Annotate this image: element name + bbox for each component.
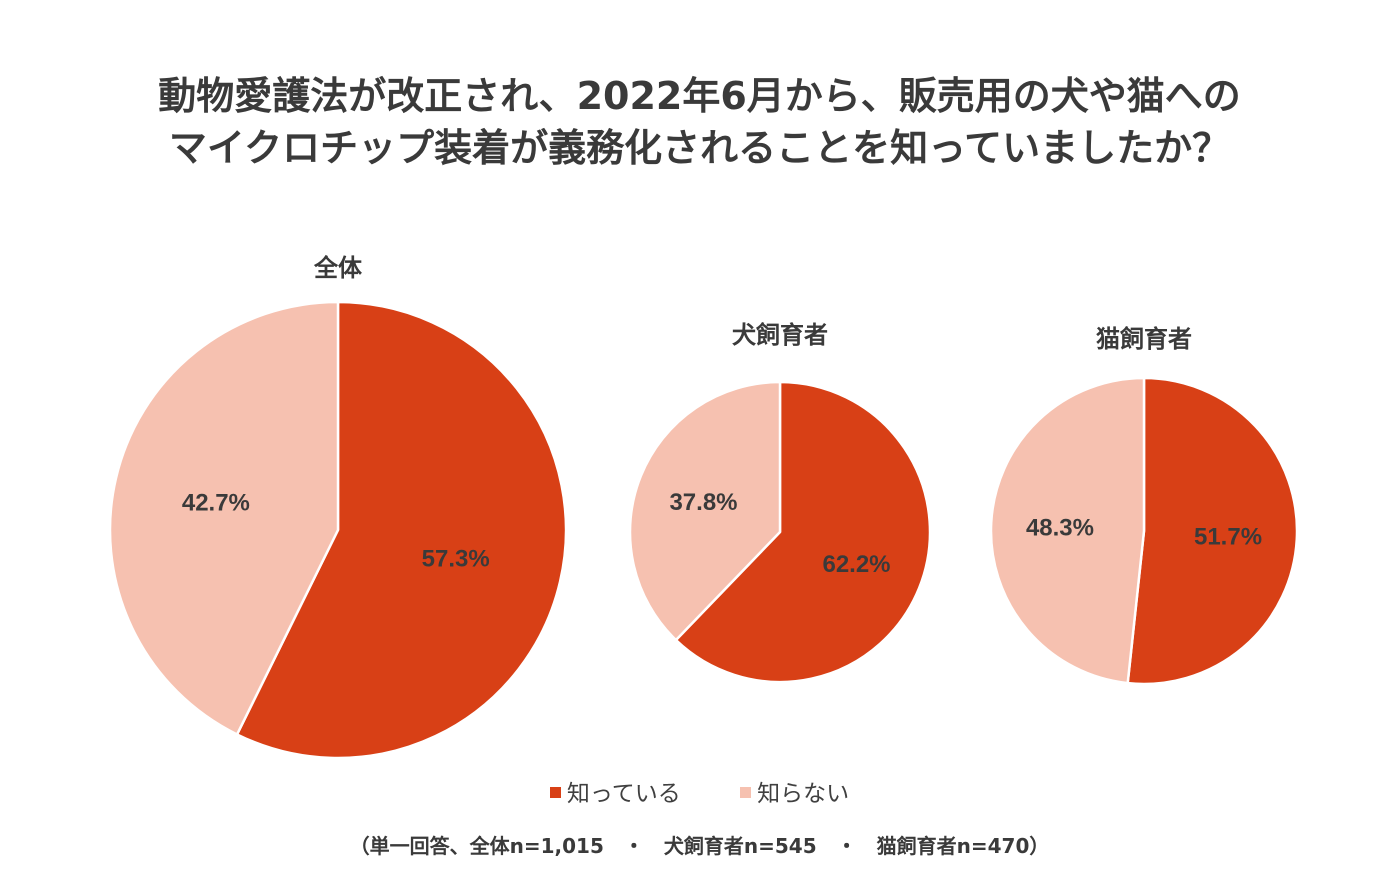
legend-label-unknown: 知らない xyxy=(757,781,850,807)
pie-chart-2-label-known: 62.2% xyxy=(822,551,890,578)
pie-chart-2-slice-unknown xyxy=(628,380,782,642)
legend-item-unknown: 知らない xyxy=(740,774,849,808)
pie-chart-3-label-unknown: 48.3% xyxy=(1026,515,1094,542)
legend-swatch-known xyxy=(549,787,561,798)
legend: 知っている 知らない xyxy=(0,774,1399,808)
chart-title-line-2: マイクロチップ装着が義務化されることを知っていましたか？ xyxy=(168,126,1231,170)
chart-title-line-1: 動物愛護法が改正され、2022年6月から、販売用の犬や猫への xyxy=(158,74,1241,118)
pie-chart-2: 犬飼育者 62.2% 37.8% xyxy=(628,321,932,684)
legend-swatch-unknown xyxy=(740,787,752,798)
legend-item-known: 知っている xyxy=(549,774,681,808)
pie-chart-2-label-unknown: 37.8% xyxy=(669,489,737,516)
pie-chart-3-title: 猫飼育者 xyxy=(1096,325,1192,353)
pie-chart-1-slice-known xyxy=(235,300,568,760)
pie-chart-2-title: 犬飼育者 xyxy=(732,321,828,349)
pie-chart-1-title: 全体 xyxy=(313,254,363,282)
pie-chart-1: 全体 57.3% 42.7% xyxy=(108,254,568,760)
pie-chart-3-label-known: 51.7% xyxy=(1194,523,1262,550)
pie-chart-3-slice-known xyxy=(1126,376,1299,686)
pie-chart-1-label-known: 57.3% xyxy=(422,545,490,572)
legend-label-known: 知っている xyxy=(566,781,681,807)
pie-chart-2-slice-known xyxy=(674,380,932,684)
pie-chart-1-label-unknown: 42.7% xyxy=(182,489,250,516)
pie-chart-3-slice-unknown xyxy=(989,376,1146,685)
pie-chart-1-slice-unknown xyxy=(108,300,340,736)
pie-chart-3: 猫飼育者 51.7% 48.3% xyxy=(989,325,1299,686)
chart-title: 動物愛護法が改正され、2022年6月から、販売用の犬や猫への マイクロチップ装着… xyxy=(0,70,1399,174)
sample-size-note: （単一回答、全体n=1,015 ・ 犬飼育者n=545 ・ 猫飼育者n=470） xyxy=(349,834,1050,858)
